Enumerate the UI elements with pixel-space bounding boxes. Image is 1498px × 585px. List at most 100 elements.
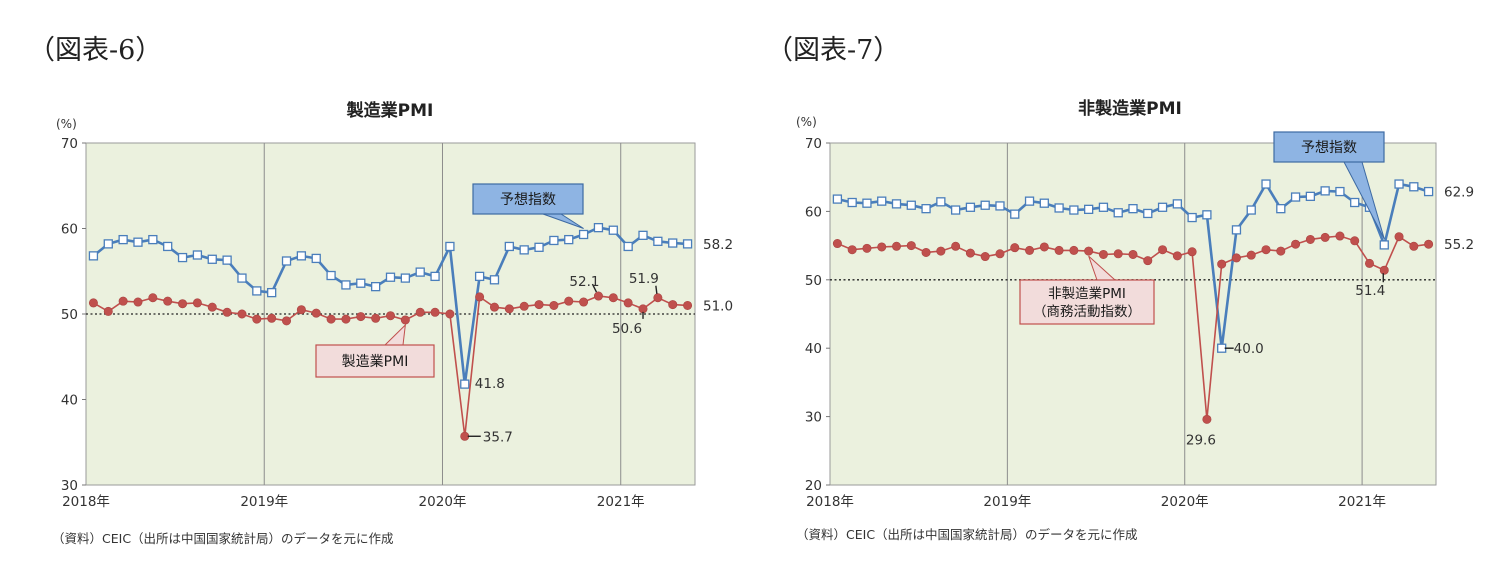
data-point-pmi [371, 313, 381, 323]
data-point-expectation [1335, 186, 1345, 197]
data-point-expectation [148, 234, 158, 245]
data-label: 40.0 [1234, 341, 1264, 357]
data-point-pmi [1276, 246, 1286, 256]
data-point-expectation [564, 234, 574, 245]
x-tick-label: 2020年 [1161, 494, 1209, 510]
y-axis-unit: (%) [796, 115, 817, 129]
data-point-pmi [668, 300, 678, 310]
data-point-expectation [296, 251, 307, 261]
data-point-pmi [400, 315, 410, 325]
data-point-pmi [1025, 245, 1035, 255]
data-point-pmi [326, 314, 336, 324]
y-tick-label: 20 [805, 478, 822, 494]
data-point-pmi [1335, 231, 1345, 241]
data-point-pmi [103, 306, 113, 316]
data-point-pmi [445, 309, 455, 319]
data-point-expectation [326, 270, 336, 281]
data-point-expectation [1409, 182, 1419, 192]
data-point-pmi [1320, 232, 1330, 242]
data-point-expectation [88, 251, 99, 261]
data-point-pmi [534, 300, 544, 310]
data-point-pmi [1291, 239, 1301, 249]
data-point-expectation [995, 201, 1005, 211]
data-point-pmi [1231, 253, 1241, 263]
data-point-expectation [608, 225, 618, 235]
data-point-expectation [1231, 225, 1242, 235]
data-point-pmi [638, 304, 648, 314]
data-point-pmi [1424, 239, 1434, 249]
end-value-label: 58.2 [703, 237, 733, 253]
data-point-pmi [980, 252, 990, 262]
data-point-pmi [1394, 232, 1404, 242]
annotation-leader [591, 283, 598, 293]
data-point-pmi [936, 246, 946, 256]
data-point-pmi [1409, 241, 1419, 251]
data-point-pmi [178, 299, 188, 309]
data-point-pmi [906, 241, 916, 251]
data-point-expectation [1305, 191, 1316, 202]
data-point-expectation [1113, 208, 1123, 218]
data-point-pmi [1217, 259, 1227, 269]
data-point-pmi [207, 302, 217, 312]
data-point-expectation [1261, 179, 1271, 189]
data-point-expectation [1098, 202, 1109, 212]
data-point-expectation [847, 197, 857, 208]
data-label: 51.9 [629, 271, 659, 287]
data-point-expectation [118, 234, 128, 245]
data-point-pmi [921, 247, 931, 257]
callout-box-pmi [1019, 279, 1155, 325]
x-tick-label: 2018年 [806, 494, 854, 510]
data-point-expectation [1202, 210, 1212, 220]
callout-label-pmi-sub: （商務活動指数） [1033, 304, 1141, 320]
data-label: 52.1 [569, 274, 599, 290]
data-point-pmi [192, 298, 202, 308]
data-point-expectation [519, 245, 529, 255]
end-value-label: 62.9 [1444, 185, 1474, 201]
data-point-pmi [237, 309, 247, 319]
data-point-expectation [103, 239, 113, 249]
callout-label-expectation: 予想指数 [1301, 140, 1357, 156]
data-point-expectation [534, 242, 544, 252]
data-point-expectation [415, 267, 425, 277]
chart-title: 製造業PMI [346, 100, 434, 121]
data-point-pmi [385, 311, 395, 321]
data-point-expectation [133, 237, 143, 247]
data-point-pmi [1202, 414, 1212, 424]
data-point-pmi [1010, 243, 1020, 253]
data-point-expectation [1157, 202, 1168, 212]
data-point-pmi [1364, 258, 1374, 268]
chart-panel-manufacturing: 製造業PMI (%) 30 40 50 60 70 2018年 2019年 2020年 2021年 予… [0, 88, 750, 558]
data-point-expectation [1039, 198, 1049, 208]
data-point-pmi [163, 296, 173, 306]
data-label: 41.8 [475, 376, 505, 392]
data-point-pmi [1261, 245, 1271, 255]
data-point-expectation [1172, 199, 1182, 209]
y-tick-label: 50 [805, 273, 822, 289]
data-point-expectation [445, 241, 455, 252]
data-point-expectation [163, 241, 173, 252]
data-point-pmi [430, 307, 440, 317]
data-point-pmi [1379, 265, 1389, 275]
data-point-pmi [1143, 256, 1153, 266]
data-point-expectation [177, 252, 188, 263]
data-point-expectation [862, 198, 872, 208]
y-tick-label: 40 [805, 341, 822, 357]
data-point-expectation [311, 253, 321, 264]
data-point-pmi [832, 239, 842, 249]
data-point-pmi [608, 293, 618, 303]
data-point-expectation [906, 200, 916, 210]
chart-manufacturing-pmi: 製造業PMI (%) 30 40 50 60 70 2018年 2019年 2020年 2021年 予… [56, 100, 733, 510]
x-tick-label: 2019年 [983, 494, 1031, 510]
data-point-expectation [623, 241, 633, 252]
data-point-expectation [1394, 179, 1404, 189]
data-point-expectation [950, 205, 961, 215]
figure-label-6: （図表-6） [28, 35, 163, 66]
data-point-expectation [1290, 192, 1301, 202]
data-point-expectation [578, 229, 589, 240]
data-point-expectation [474, 271, 485, 282]
data-point-expectation [489, 275, 500, 285]
data-point-expectation [192, 250, 203, 260]
data-point-pmi [252, 314, 262, 324]
data-point-expectation [267, 287, 277, 298]
data-point-pmi [282, 316, 292, 326]
